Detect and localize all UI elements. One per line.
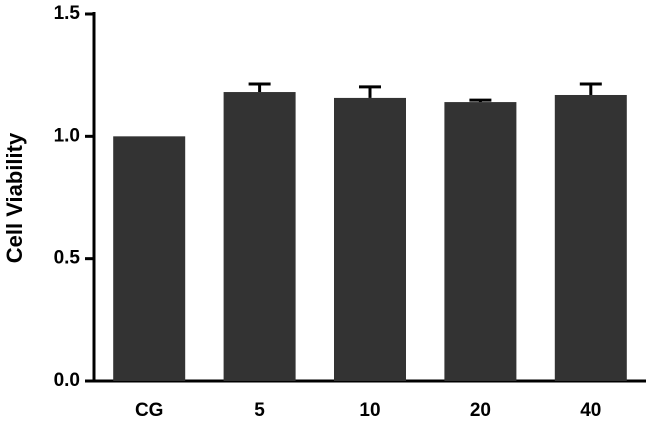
x-tick-label: 10 [359, 400, 380, 421]
bar [444, 102, 517, 381]
y-tick-label: 1.5 [54, 3, 81, 24]
error-bar [359, 85, 381, 98]
y-axis-label: Cell Viability [2, 132, 27, 263]
error-bar [248, 82, 271, 93]
y-tick-label: 0.0 [54, 370, 80, 391]
x-tick-label: CG [135, 400, 164, 421]
x-tick-label: 5 [254, 400, 265, 421]
bar [334, 97, 406, 382]
error-bar [469, 98, 492, 103]
bar [554, 94, 627, 381]
bar [223, 92, 296, 381]
error-bar [579, 82, 602, 95]
bar [113, 136, 186, 381]
x-tick-label: 20 [470, 400, 491, 421]
x-tick-label: 40 [580, 400, 601, 421]
y-tick-label: 1.0 [54, 125, 80, 146]
y-tick-label: 0.5 [54, 248, 81, 269]
